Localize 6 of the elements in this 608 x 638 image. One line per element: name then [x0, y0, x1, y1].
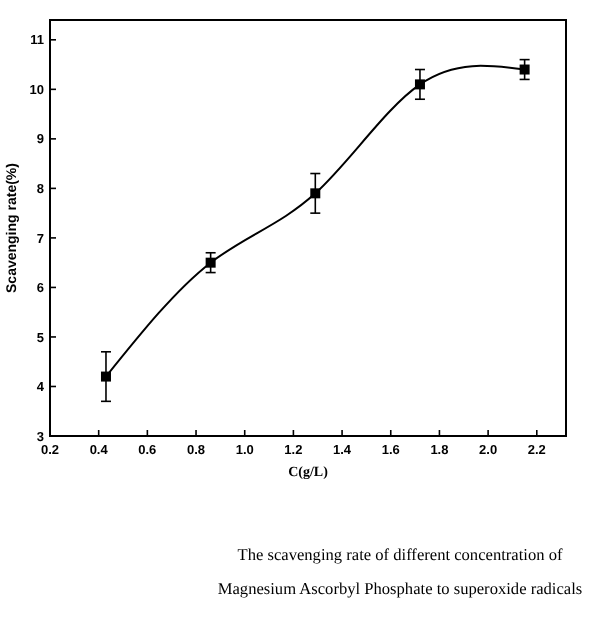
point: [310, 188, 321, 199]
point: [414, 79, 425, 90]
text: The scavenging rate of different concentration of Magnesium Ascorbyl Phosphate to superoxide radicals: [217, 546, 583, 598]
point: [100, 371, 111, 382]
point: [519, 64, 530, 75]
point: [205, 257, 216, 268]
